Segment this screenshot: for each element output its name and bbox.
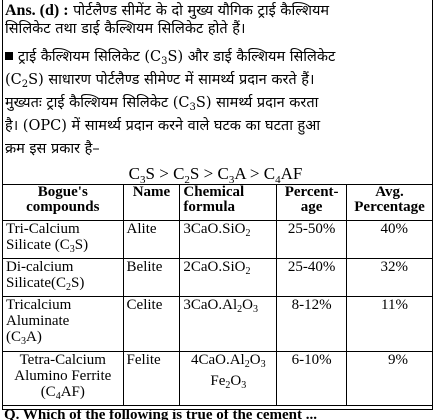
answer-label: Ans. (d) : <box>5 2 69 19</box>
compound-cell: Tricalcium Aluminate (C3A) <box>2 296 124 352</box>
table-header-row: Bogue's compounds Name Chemical formula Pe… <box>2 184 433 221</box>
formula-cell: 4CaO.Al2O3 Fe2O3 <box>179 351 278 406</box>
table-row: Tricalcium Aluminate (C3A) Celite 3CaO.Al2… <box>2 296 433 352</box>
percentage-cell: 8-12% <box>276 296 348 352</box>
table-row: Tetra-Calcium Alumino Ferrite (C4AF) Felit… <box>2 351 433 406</box>
table-row: Tri-Calcium Silicate (C3S) Alite 3CaO.SiO… <box>2 220 433 259</box>
name-cell: Celite <box>122 296 181 352</box>
strength-order: C3S > C2S > C3A > C4AF <box>128 164 303 186</box>
percentage-cell: 25-50% <box>276 220 348 259</box>
header-percentage: Percent-age <box>276 184 348 221</box>
header-avg-percentage: Avg. Percentage <box>346 184 433 221</box>
name-cell: Felite <box>122 351 181 406</box>
explanation-line-3: मुख्यतः ट्राई कैल्शियम सिलिकेट (C3S) साम… <box>5 95 319 113</box>
avg-cell: 11% <box>346 296 433 352</box>
answer-line-2: सिलिकेट तथा डाई कैल्शियम सिलिकेट होते है… <box>5 21 246 37</box>
formula-cell: 3CaO.Al2O3 <box>179 296 278 352</box>
next-question-cutoff: Q. Which of the following is true of the… <box>4 410 318 420</box>
formula-cell: 2CaO.SiO2 <box>179 258 278 297</box>
header-formula: Chemical formula <box>179 184 278 221</box>
percentage-cell: 25-40% <box>276 258 348 297</box>
percentage-cell: 6-10% <box>276 351 348 406</box>
compound-cell: Tri-Calcium Silicate (C3S) <box>2 220 124 259</box>
header-compounds: Bogue's compounds <box>2 184 124 221</box>
square-bullet-icon <box>5 52 13 60</box>
explanation-line-5: क्रम इस प्रकार है– <box>5 141 100 157</box>
name-cell: Alite <box>122 220 181 259</box>
avg-cell: 40% <box>346 220 433 259</box>
bogue-compounds-table: Bogue's compounds Name Chemical formula Pe… <box>2 184 433 406</box>
compound-cell: Di-calcium Silicate(C2S) <box>2 258 124 297</box>
avg-cell: 32% <box>346 258 433 297</box>
answer-text-1: पोर्टलैण्ड सीमेंट के दो मुख्य यौगिक ट्रा… <box>73 3 330 19</box>
explanation-line-2: (C2S) साधारण पोर्टलैण्ड सीमेण्ट में सामर… <box>5 72 315 90</box>
table-row: Di-calcium Silicate(C2S) Belite 2CaO.SiO2… <box>2 258 433 297</box>
formula-cell: 3CaO.SiO2 <box>179 220 278 259</box>
answer-line-1: Ans. (d) : पोर्टलैण्ड सीमेंट के दो मुख्य… <box>5 2 329 20</box>
explanation-line-4: है। (OPC) में सामर्थ्य प्रदान करने वाले … <box>5 118 321 134</box>
name-cell: Belite <box>122 258 181 297</box>
explanation-line-1: ट्राई कैल्शियम सिलिकेट (C3S) और डाई कैल्… <box>5 49 335 70</box>
compound-cell: Tetra-Calcium Alumino Ferrite (C4AF) <box>2 351 124 406</box>
header-name: Name <box>122 184 181 221</box>
avg-cell: 9% <box>346 351 433 406</box>
